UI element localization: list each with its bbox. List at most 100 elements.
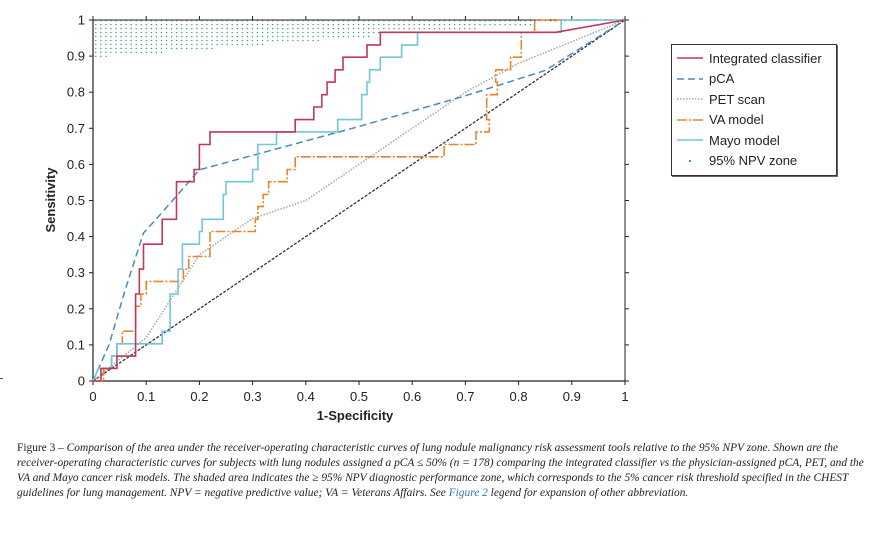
npv-zone-dot [201,23,203,26]
npv-zone-dot [251,39,254,42]
npv-zone-dot [120,51,122,54]
npv-zone-dot [196,20,198,22]
npv-zone-dot [160,47,163,50]
npv-zone-dot [241,20,243,22]
npv-zone-dot [120,27,122,30]
npv-zone-dot [549,20,552,22]
npv-zone-dot [373,27,375,30]
npv-zone-dot [216,23,218,26]
npv-zone-dot [246,43,249,46]
npv-zone-dot [342,27,345,30]
npv-zone-dot [448,27,451,30]
npv-zone-dot [206,27,208,30]
npv-zone-dot [246,31,249,34]
npv-zone-dot [352,31,355,34]
npv-zone-dot [115,51,117,54]
npv-zone-dot [246,39,249,42]
npv-zone-dot [201,39,203,42]
npv-zone-dot [246,23,249,26]
npv-zone-dot [105,27,107,30]
npv-zone-dot [307,39,309,42]
npv-zone-dot [256,20,259,22]
npv-zone-dot [160,35,163,38]
npv-zone-dot [236,39,238,42]
npv-zone-dot [236,27,238,30]
npv-zone-dot [95,55,97,58]
margin-mark [0,378,3,379]
npv-zone-dot [196,27,198,30]
y-tick-label: 0.1 [67,337,85,352]
npv-zone-dot [201,27,203,30]
npv-zone-dot [362,23,365,26]
npv-zone-dot [160,23,163,26]
npv-zone-dot [191,31,193,34]
npv-zone-dot [251,43,254,46]
npv-zone-dot [135,39,137,42]
npv-zone-dot [100,23,102,26]
npv-zone-dot [322,20,324,22]
npv-zone-dot [125,51,127,54]
figure-2-link[interactable]: Figure 2 [448,487,488,499]
npv-zone-dot [110,20,112,22]
npv-zone-dot [145,27,147,30]
npv-zone-dot [120,20,122,22]
npv-zone-dot [272,27,274,30]
npv-zone-dot [489,23,491,26]
npv-zone-dot [362,35,365,38]
npv-zone-dot [479,20,481,22]
npv-zone-dot [453,23,456,26]
npv-zone-dot [266,31,269,34]
npv-zone-dot [186,43,188,46]
npv-zone-dot [95,47,97,50]
npv-zone-dot [519,23,521,26]
npv-zone-dot [307,20,309,22]
npv-zone-dot [196,35,198,38]
npv-zone-dot [423,23,425,26]
npv-zone-dot [332,27,334,30]
npv-zone-dot [115,27,117,30]
npv-zone-dot [105,35,107,38]
npv-zone-dot [322,31,324,34]
npv-zone-dot [423,27,425,30]
npv-zone-dot [251,23,254,26]
npv-zone-dot [266,23,269,26]
npv-zone-dot [317,23,319,26]
npv-zone-dot [231,35,233,38]
npv-zone-dot [130,27,132,30]
series-va-model [93,19,625,382]
npv-zone-dot [282,35,284,38]
npv-zone-dot [438,20,441,22]
npv-zone-dot [322,27,324,30]
npv-zone-dot [302,31,304,34]
y-tick-label: 0.6 [67,157,85,172]
npv-zone-dot [125,35,127,38]
npv-zone-dot [368,35,370,38]
npv-zone-dot [322,35,324,38]
npv-zone-dot [287,35,289,38]
npv-zone-dot [504,20,506,22]
npv-zone-dot [130,51,132,54]
npv-zone-dot [469,23,471,26]
npv-zone-dot [261,23,264,26]
npv-zone-dot [241,43,243,46]
npv-zone-dot [383,27,385,30]
npv-zone-dot [196,43,198,46]
npv-zone-dot [302,39,304,42]
npv-zone-dot [448,20,451,22]
npv-zone-dot [509,20,511,22]
npv-zone-dot [459,20,461,22]
npv-zone-dot [272,20,274,22]
npv-zone-dot [95,20,97,22]
npv-zone-dot [342,35,345,38]
npv-zone-dot [297,27,299,30]
npv-zone-dot [226,20,228,22]
npv-zone-dot [120,23,122,26]
npv-zone-dot [292,23,294,26]
npv-zone-dot [418,27,420,30]
npv-zone-dot [236,23,238,26]
npv-zone-dot [221,31,223,34]
npv-zone-dot [282,27,284,30]
npv-zone-dot [186,23,188,26]
x-tick-label: 0.5 [350,389,368,404]
npv-zone-dot [175,20,178,22]
